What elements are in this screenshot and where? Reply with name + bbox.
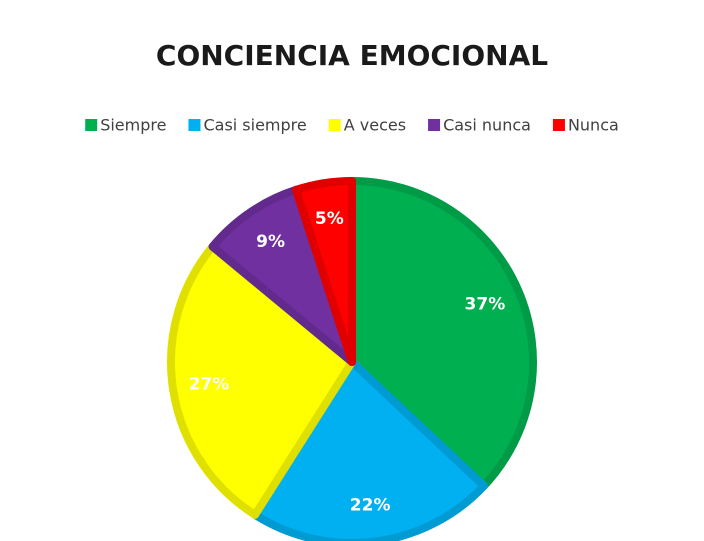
legend-label: Nunca — [568, 116, 619, 135]
legend-swatch — [328, 119, 341, 131]
pie-slice — [167, 242, 356, 519]
legend-label: Siempre — [100, 116, 166, 135]
chart-title: CONCIENCIA EMOCIONAL — [156, 39, 548, 72]
legend-label: Casi siempre — [203, 116, 306, 135]
data-label: 5% — [315, 209, 344, 229]
legend-label: A veces — [344, 116, 406, 135]
legend-swatch — [188, 119, 201, 131]
legend-swatch — [552, 119, 565, 131]
legend-swatch — [428, 119, 441, 131]
data-label: 9% — [256, 232, 285, 252]
pie-slice — [292, 177, 356, 366]
legend-swatch — [85, 119, 98, 131]
legend: Siempre Casi siempre A veces Casi nunca Nunc… — [85, 116, 619, 135]
data-label: 27% — [189, 375, 230, 395]
pie-slice — [251, 358, 488, 541]
data-label: 37% — [465, 294, 506, 314]
pie: 37% 22% 27% 9% 5% — [167, 177, 537, 541]
data-label: 22% — [350, 496, 391, 516]
pie-slice — [348, 177, 537, 490]
legend-label: Casi nunca — [443, 116, 531, 135]
